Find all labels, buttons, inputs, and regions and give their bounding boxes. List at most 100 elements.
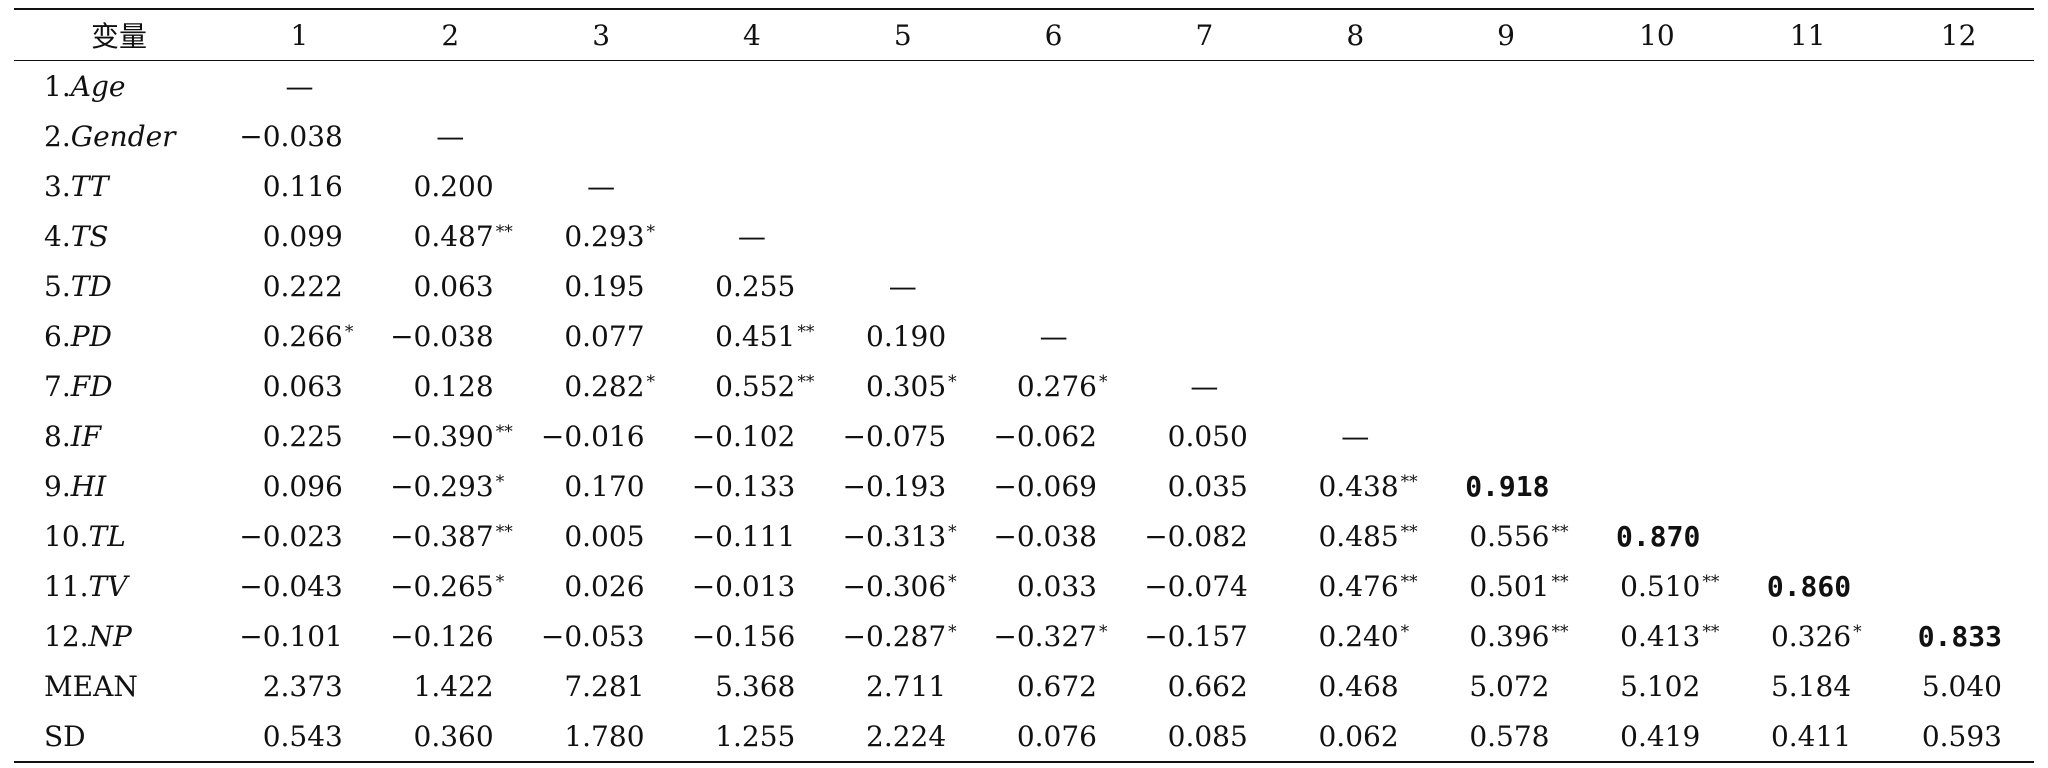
table-row: 7.FD 0.063 0.128 0.282 * 0.552 ** 0.305 * 0.276 * — bbox=[14, 361, 2034, 411]
significance-marker: * bbox=[344, 321, 354, 342]
table-cell bbox=[1883, 261, 2034, 311]
correlation-value: 0.411 bbox=[1770, 719, 1852, 753]
table-cell bbox=[1581, 411, 1732, 461]
header-col-6: 6 bbox=[1044, 18, 1063, 52]
correlation-value: −0.069 bbox=[993, 469, 1097, 503]
table-row: 10.TL −0.023 −0.387 ** 0.005 −0.111 −0.313 * −0.… bbox=[14, 511, 2034, 561]
header-col-11: 11 bbox=[1789, 18, 1826, 52]
table-cell bbox=[1883, 361, 2034, 411]
correlation-value: −0.390 bbox=[390, 419, 494, 453]
table-cell: 0.035 bbox=[1129, 461, 1280, 511]
table-cell bbox=[1129, 311, 1280, 361]
header-col-4: 4 bbox=[743, 18, 761, 52]
table-cell bbox=[1581, 61, 1732, 111]
table-cell: 0.485 ** bbox=[1280, 511, 1431, 561]
row-label: 9.HI bbox=[14, 461, 224, 511]
table-cell bbox=[1883, 561, 2034, 611]
table-cell bbox=[1883, 461, 2034, 511]
table-cell bbox=[827, 161, 978, 211]
correlation-value: −0.156 bbox=[691, 619, 796, 653]
correlation-value: 7.281 bbox=[564, 669, 645, 703]
correlation-value: −0.293 bbox=[390, 469, 494, 503]
correlation-table-container: 变量 1 2 3 4 5 6 7 8 9 10 11 12 1.Age —2.Ge… bbox=[14, 8, 2034, 763]
correlation-value: 0.099 bbox=[262, 219, 343, 253]
diagonal-dash: — bbox=[285, 69, 314, 103]
table-cell: −0.062 bbox=[978, 411, 1129, 461]
table-cell bbox=[978, 111, 1129, 161]
table-cell: 5.072 bbox=[1431, 661, 1582, 711]
header-col-7: 7 bbox=[1195, 18, 1214, 52]
correlation-value: 5.184 bbox=[1770, 669, 1852, 703]
diagonal-dash: — bbox=[737, 219, 766, 253]
table-cell: 0.033 bbox=[978, 561, 1129, 611]
table-cell bbox=[1732, 461, 1883, 511]
variable-name: TS bbox=[70, 219, 109, 253]
table-cell: — bbox=[827, 261, 978, 311]
table-cell bbox=[1280, 311, 1431, 361]
correlation-value: 0.050 bbox=[1167, 419, 1248, 453]
significance-marker: * bbox=[495, 471, 505, 492]
correlation-value: 0.438 bbox=[1318, 469, 1399, 503]
row-number: 8. bbox=[44, 419, 71, 453]
significance-marker: * bbox=[1099, 371, 1108, 392]
table-cell bbox=[1732, 61, 1883, 111]
table-cell bbox=[1280, 111, 1431, 161]
correlation-value: 0.200 bbox=[413, 169, 494, 203]
table-row: 12.NP −0.101 −0.126 −0.053 −0.156 −0.287 * −0.3… bbox=[14, 611, 2034, 661]
table-cell: 0.860 bbox=[1732, 561, 1883, 611]
correlation-value: 0.476 bbox=[1318, 569, 1399, 603]
reliability-value: 0.860 bbox=[1766, 569, 1852, 603]
table-cell: 5.368 bbox=[677, 661, 828, 711]
correlation-value: 2.373 bbox=[262, 669, 343, 703]
table-cell: −0.193 bbox=[827, 461, 978, 511]
correlation-value: 0.195 bbox=[564, 269, 645, 303]
table-cell bbox=[1431, 361, 1582, 411]
header-col-8: 8 bbox=[1346, 18, 1365, 52]
significance-marker: * bbox=[948, 371, 957, 392]
table-cell bbox=[1129, 211, 1280, 261]
table-cell: 0.413 ** bbox=[1581, 611, 1732, 661]
variable-name: IF bbox=[70, 419, 102, 453]
table-cell: 0.240 * bbox=[1280, 611, 1431, 661]
correlation-value: 1.780 bbox=[564, 719, 645, 753]
correlation-value: 0.552 bbox=[715, 369, 796, 403]
table-cell: 0.116 bbox=[224, 161, 375, 211]
top-rule bbox=[14, 8, 2034, 10]
table-cell: −0.293 * bbox=[375, 461, 526, 511]
table-cell bbox=[1732, 161, 1883, 211]
table-cell bbox=[526, 61, 677, 111]
table-cell bbox=[677, 61, 828, 111]
table-cell: 0.510 ** bbox=[1581, 561, 1732, 611]
row-label: 3.TT bbox=[14, 161, 224, 211]
correlation-value: 0.170 bbox=[564, 469, 645, 503]
table-cell: −0.038 bbox=[375, 311, 526, 361]
variable-name: SD bbox=[44, 719, 86, 753]
significance-marker: * bbox=[948, 571, 957, 592]
table-cell bbox=[1431, 261, 1582, 311]
correlation-value: 0.501 bbox=[1469, 569, 1550, 603]
correlation-value: −0.265 bbox=[390, 569, 494, 603]
correlation-value: −0.387 bbox=[390, 519, 494, 553]
table-cell: 5.102 bbox=[1581, 661, 1732, 711]
table-cell: 0.305 * bbox=[827, 361, 978, 411]
correlation-value: 0.282 bbox=[564, 369, 645, 403]
table-cell: −0.265 * bbox=[375, 561, 526, 611]
row-number: 1. bbox=[44, 69, 71, 103]
table-cell: −0.075 bbox=[827, 411, 978, 461]
table-cell: 2.224 bbox=[827, 711, 978, 761]
correlation-value: −0.013 bbox=[691, 569, 796, 603]
row-number: 5. bbox=[44, 269, 71, 303]
table-row: 9.HI 0.096 −0.293 * 0.170 −0.133 −0.193 −0.069 0… bbox=[14, 461, 2034, 511]
table-cell: 1.255 bbox=[677, 711, 828, 761]
table-cell: 0.225 bbox=[224, 411, 375, 461]
table-cell: −0.126 bbox=[375, 611, 526, 661]
significance-marker: ** bbox=[1400, 471, 1418, 492]
table-cell bbox=[1883, 211, 2034, 261]
table-cell bbox=[1883, 111, 2034, 161]
correlation-value: 0.326 bbox=[1770, 619, 1852, 653]
table-cell bbox=[1129, 61, 1280, 111]
header-col-3: 3 bbox=[592, 18, 611, 52]
table-cell bbox=[978, 261, 1129, 311]
table-cell: 0.672 bbox=[978, 661, 1129, 711]
table-cell: 0.190 bbox=[827, 311, 978, 361]
